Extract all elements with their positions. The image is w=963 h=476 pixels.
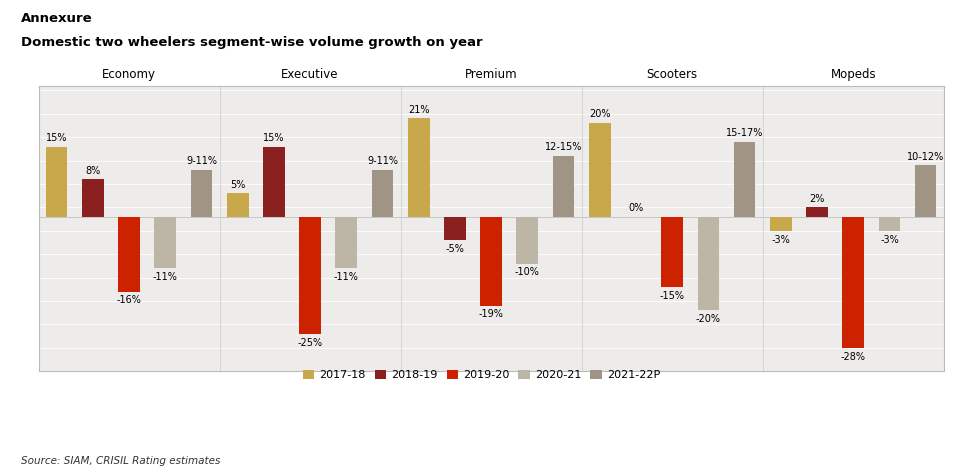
Text: 5%: 5% <box>230 179 246 189</box>
Legend: 2017-18, 2018-19, 2019-20, 2020-21, 2021-22P: 2017-18, 2018-19, 2019-20, 2020-21, 2021… <box>299 366 664 385</box>
Text: 12-15%: 12-15% <box>545 142 583 152</box>
Text: 15%: 15% <box>263 133 285 143</box>
Text: Mopeds: Mopeds <box>830 68 876 81</box>
Text: Domestic two wheelers segment-wise volume growth on year: Domestic two wheelers segment-wise volum… <box>21 36 482 49</box>
Text: 21%: 21% <box>408 105 429 115</box>
Text: Executive: Executive <box>281 68 339 81</box>
Text: -19%: -19% <box>479 309 504 319</box>
Bar <box>589 123 611 217</box>
Bar <box>227 193 248 217</box>
Bar <box>915 165 936 217</box>
Text: 20%: 20% <box>589 109 611 119</box>
Text: -11%: -11% <box>153 272 178 282</box>
Bar <box>118 217 140 292</box>
Text: 15%: 15% <box>46 133 67 143</box>
Bar <box>878 217 900 231</box>
Text: -11%: -11% <box>334 272 359 282</box>
Bar <box>843 217 864 348</box>
Text: 9-11%: 9-11% <box>186 156 217 166</box>
Text: -25%: -25% <box>298 337 323 347</box>
Bar <box>516 217 538 264</box>
Bar <box>46 147 67 217</box>
Text: -10%: -10% <box>515 268 540 278</box>
Bar <box>806 208 828 217</box>
Bar <box>553 156 574 217</box>
Text: 15-17%: 15-17% <box>726 128 764 138</box>
Text: -16%: -16% <box>117 296 142 306</box>
Text: -28%: -28% <box>841 352 866 362</box>
Bar <box>770 217 792 231</box>
Bar <box>734 142 755 217</box>
Bar <box>697 217 719 310</box>
Text: -3%: -3% <box>771 235 791 245</box>
Bar <box>299 217 321 334</box>
Text: 9-11%: 9-11% <box>367 156 398 166</box>
Text: 0%: 0% <box>628 203 643 213</box>
Bar <box>662 217 683 287</box>
Bar <box>481 217 502 306</box>
Bar <box>444 217 466 240</box>
Bar <box>191 170 212 217</box>
Text: -20%: -20% <box>696 314 721 324</box>
Text: Scooters: Scooters <box>646 68 698 81</box>
Bar <box>82 179 104 217</box>
Bar <box>263 147 285 217</box>
Text: 2%: 2% <box>809 194 824 204</box>
Bar <box>372 170 393 217</box>
Text: -5%: -5% <box>446 244 464 254</box>
Text: -15%: -15% <box>660 291 685 301</box>
Bar <box>408 119 429 217</box>
Bar <box>335 217 357 268</box>
Text: Premium: Premium <box>465 68 517 81</box>
Text: Annexure: Annexure <box>21 12 92 25</box>
Bar <box>154 217 176 268</box>
Text: -3%: -3% <box>880 235 898 245</box>
Text: Economy: Economy <box>102 68 156 81</box>
Text: 10-12%: 10-12% <box>907 151 945 161</box>
Text: Source: SIAM, CRISIL Rating estimates: Source: SIAM, CRISIL Rating estimates <box>21 456 221 466</box>
Text: 8%: 8% <box>85 166 100 176</box>
